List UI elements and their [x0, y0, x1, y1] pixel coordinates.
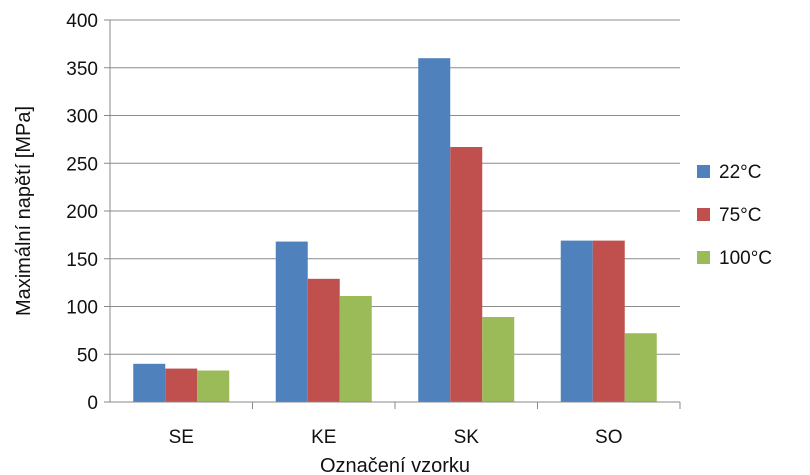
- bar-ke-2: [339, 295, 372, 402]
- legend-swatch: [697, 208, 710, 221]
- y-tick-label: 350: [66, 59, 98, 80]
- x-tick-label: SO: [595, 427, 622, 448]
- bar-sk-0: [418, 58, 451, 402]
- bar-ke-1: [307, 278, 340, 402]
- legend-label: 100°C: [719, 248, 772, 269]
- legend-swatch: [697, 251, 710, 264]
- y-tick-labels: 0 50 100 150 200 250 300 350 400: [66, 11, 98, 414]
- y-tick-label: 150: [66, 250, 98, 271]
- y-tick-label: 50: [77, 345, 98, 366]
- x-tick-labels: SE KE SK SO: [169, 402, 681, 448]
- legend: 22°C 75°C 100°C: [697, 162, 772, 269]
- y-tick-label: 200: [66, 202, 98, 223]
- legend-label: 75°C: [719, 205, 761, 226]
- x-tick-label: SK: [454, 427, 480, 448]
- bar-se-2: [197, 370, 230, 402]
- bar-se-1: [165, 368, 198, 402]
- bar-so-0: [560, 240, 593, 402]
- y-axis-title: Maximální napětí [MPa]: [13, 106, 35, 316]
- legend-swatch: [697, 165, 710, 178]
- bar-so-1: [592, 240, 625, 402]
- y-tick-label: 100: [66, 298, 98, 319]
- bar-sk-2: [482, 317, 515, 402]
- legend-label: 22°C: [719, 162, 761, 183]
- gridlines: [104, 19, 680, 403]
- y-tick-label: 0: [87, 393, 98, 414]
- bar-so-2: [624, 333, 657, 402]
- bar-se-0: [133, 363, 166, 402]
- y-tick-label: 300: [66, 107, 98, 128]
- x-tick-label: KE: [311, 427, 336, 448]
- bar-ke-0: [275, 241, 308, 402]
- y-tick-label: 250: [66, 154, 98, 175]
- bar-sk-1: [450, 147, 483, 402]
- y-tick-label: 400: [66, 11, 98, 32]
- x-axis-title: Označení vzorku: [320, 455, 470, 475]
- bars: [133, 58, 657, 402]
- x-tick-label: SE: [169, 427, 194, 448]
